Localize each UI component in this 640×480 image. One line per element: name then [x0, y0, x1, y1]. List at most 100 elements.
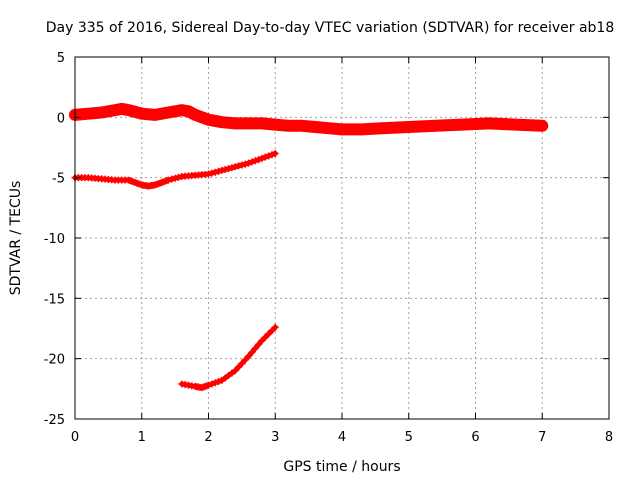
- y-tick-label: 5: [57, 51, 65, 66]
- data-point-marker: [245, 159, 253, 167]
- data-point-marker: [191, 111, 199, 119]
- data-point-marker: [498, 120, 506, 128]
- data-point-marker: [265, 152, 273, 160]
- data-point-marker: [472, 120, 479, 128]
- data-point-marker: [134, 109, 142, 117]
- data-point-marker: [215, 378, 223, 386]
- data-point-marker: [398, 123, 406, 131]
- data-point-marker: [451, 121, 459, 129]
- x-tick-label: 1: [138, 430, 146, 445]
- data-point-marker: [255, 156, 263, 164]
- data-point-marker: [391, 124, 399, 132]
- y-tick-label: -25: [44, 413, 65, 428]
- data-point-marker: [211, 168, 219, 176]
- series-arc-3: [178, 323, 279, 392]
- data-point-marker: [238, 161, 246, 169]
- x-tick-label: 7: [538, 430, 546, 445]
- data-point-marker: [201, 115, 209, 123]
- x-tick-label: 0: [71, 430, 79, 445]
- x-tick-label: 4: [338, 430, 346, 445]
- data-point-marker: [221, 166, 229, 174]
- data-point-marker: [211, 379, 219, 387]
- data-point-marker: [465, 120, 473, 128]
- data-point-marker: [445, 121, 453, 129]
- x-axis-label: GPS time / hours: [283, 459, 400, 475]
- data-point-marker: [438, 121, 446, 129]
- y-tick-label: -5: [52, 172, 65, 187]
- data-point-marker: [248, 158, 256, 166]
- data-point-marker: [218, 166, 226, 174]
- x-tick-label: 5: [405, 430, 413, 445]
- data-point-marker: [492, 120, 500, 128]
- data-point-marker: [431, 122, 439, 130]
- data-point-marker: [208, 169, 216, 177]
- data-point-marker: [238, 359, 246, 367]
- y-tick-label: -20: [44, 353, 65, 368]
- data-point-marker: [198, 113, 206, 121]
- data-point-marker: [231, 163, 239, 171]
- data-point-marker: [248, 348, 256, 356]
- data-point-marker: [458, 121, 466, 129]
- data-point-marker: [405, 123, 413, 131]
- data-series: [69, 102, 549, 392]
- data-point-marker: [385, 124, 393, 132]
- data-point-marker: [261, 153, 269, 161]
- series-arc-2: [71, 150, 279, 190]
- y-tick-label: -15: [44, 292, 65, 307]
- y-tick-label: -10: [44, 232, 65, 247]
- data-point-marker: [208, 380, 216, 388]
- data-point-marker: [171, 174, 179, 182]
- data-point-marker: [418, 122, 426, 130]
- data-point-marker: [164, 176, 172, 184]
- data-point-marker: [378, 124, 386, 132]
- series-arc-1: [69, 102, 549, 136]
- data-point-marker: [231, 367, 239, 375]
- data-point-marker: [205, 381, 212, 389]
- axis-ticks: 0 1 2 3 4 5 6 7 8 5 0 -5 -10 -15 -20 -25: [44, 51, 613, 445]
- data-point-marker: [128, 107, 136, 115]
- data-point-marker: [131, 108, 139, 116]
- data-point-marker: [205, 170, 212, 178]
- data-point-marker: [235, 162, 243, 170]
- data-point-marker: [505, 120, 513, 128]
- data-point-marker: [251, 157, 259, 165]
- x-tick-label: 8: [605, 430, 613, 445]
- data-point-marker: [485, 119, 493, 127]
- data-point-marker: [228, 164, 236, 172]
- data-point-marker: [124, 106, 132, 114]
- data-point-marker: [255, 340, 263, 348]
- data-point-marker: [478, 120, 486, 128]
- data-point-marker: [251, 344, 259, 352]
- data-point-marker: [271, 323, 279, 331]
- data-point-marker: [245, 352, 253, 360]
- data-point-marker: [512, 121, 520, 129]
- data-point-marker: [235, 363, 243, 371]
- y-axis-label: SDTVAR / TECUs: [8, 181, 24, 296]
- data-point-marker: [261, 333, 269, 341]
- data-point-marker: [268, 327, 276, 335]
- data-point-marker: [168, 175, 176, 183]
- data-point-marker: [538, 122, 546, 130]
- data-point-marker: [268, 151, 276, 159]
- data-point-marker: [265, 330, 273, 338]
- data-point-marker: [258, 154, 266, 162]
- data-point-marker: [225, 165, 233, 173]
- data-point-marker: [425, 122, 433, 130]
- data-point-marker: [258, 337, 266, 345]
- x-tick-label: 6: [471, 430, 479, 445]
- data-point-marker: [525, 121, 533, 129]
- data-point-marker: [532, 121, 540, 129]
- data-point-marker: [518, 121, 526, 129]
- x-tick-label: 3: [271, 430, 279, 445]
- data-point-marker: [241, 356, 249, 364]
- data-point-marker: [241, 160, 249, 168]
- chart-title: Day 335 of 2016, Sidereal Day-to-day VTE…: [46, 20, 615, 36]
- data-point-marker: [194, 112, 202, 120]
- data-point-marker: [271, 150, 279, 158]
- data-point-marker: [411, 123, 419, 131]
- x-tick-label: 2: [204, 430, 212, 445]
- y-tick-label: 0: [57, 111, 65, 126]
- data-point-marker: [174, 173, 182, 181]
